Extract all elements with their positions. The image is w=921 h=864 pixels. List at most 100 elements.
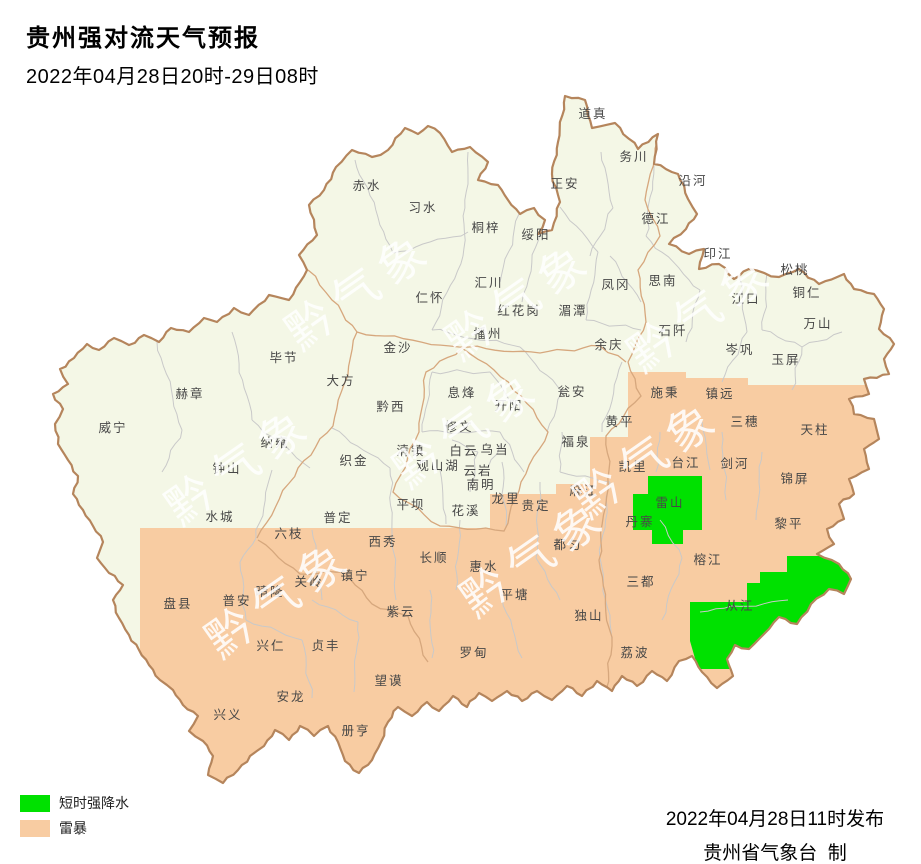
county-label: 乌当	[480, 442, 509, 457]
county-label: 从江	[725, 599, 754, 613]
county-border-line	[585, 319, 642, 331]
prefecture-borders	[256, 139, 661, 691]
publish-info: 2022年04月28日11时发布 贵州省气象台 制	[645, 804, 905, 864]
county-label: 天柱	[800, 422, 829, 437]
county-border-line	[535, 557, 561, 601]
county-label: 赤水	[352, 179, 381, 193]
prefecture-border-line	[307, 269, 358, 333]
county-border-line	[501, 597, 523, 659]
province-border	[51, 94, 896, 785]
county-label: 关岭	[294, 575, 323, 589]
header: 贵州强对流天气预报 2022年04月28日20时-29日08时	[26, 18, 319, 89]
forecast-period: 2022年04月28日20时-29日08时	[26, 66, 319, 88]
county-label: 万山	[803, 317, 832, 331]
county-label: 岑巩	[725, 343, 754, 357]
county-label: 黔西	[376, 399, 405, 414]
county-border-line	[600, 151, 614, 209]
producer: 贵州省气象台 制	[703, 843, 847, 864]
county-border-line	[156, 341, 183, 431]
county-label: 安龙	[276, 689, 305, 704]
legend-item-rain: 短时强降水	[20, 794, 129, 812]
county-label: 思南	[648, 273, 677, 288]
county-border-line	[499, 431, 525, 473]
county-label: 册亨	[341, 723, 370, 738]
county-label: 纳雍	[260, 435, 289, 450]
county-border-line	[699, 599, 789, 613]
county-border-line	[353, 621, 360, 693]
county-label: 桐梓	[471, 220, 500, 235]
county-border-line	[721, 331, 748, 383]
legend-swatch-rain	[20, 794, 50, 812]
county-label: 汇川	[474, 276, 503, 290]
county-label: 普安	[222, 593, 251, 608]
county-label: 福泉	[561, 434, 590, 449]
county-label: 都匀	[553, 538, 582, 552]
county-border-line	[431, 369, 491, 375]
legend-label-rain: 短时强降水	[59, 795, 129, 811]
county-label: 锦屏	[780, 472, 809, 486]
county-label: 紫云	[386, 605, 415, 619]
county-label: 仁怀	[415, 291, 444, 305]
county-label: 习水	[408, 201, 437, 215]
county-border-line	[685, 289, 701, 343]
county-border-line	[251, 419, 311, 469]
county-border-line	[331, 427, 391, 469]
county-label: 云岩	[463, 463, 492, 478]
county-border-line	[429, 589, 435, 659]
county-border-line	[519, 346, 563, 393]
county-label: 施秉	[650, 386, 679, 400]
county-label: 独山	[574, 609, 603, 623]
county-border-line	[389, 467, 394, 521]
county-border-line	[585, 251, 599, 321]
county-label: 长顺	[419, 551, 448, 565]
county-label: 沿河	[678, 174, 707, 188]
page-title: 贵州强对流天气预报	[26, 25, 260, 52]
county-border-line	[311, 529, 323, 601]
county-label: 荔波	[620, 646, 649, 660]
county-label: 凯里	[618, 460, 647, 474]
county-label: 黄平	[605, 415, 634, 429]
rain-region-leishan	[633, 476, 702, 544]
county-border-line	[239, 537, 257, 563]
county-label: 威宁	[98, 420, 127, 435]
county-border-line	[421, 371, 433, 432]
county-border-line	[559, 206, 599, 253]
county-border-line	[535, 482, 542, 559]
county-label: 丹寨	[625, 514, 654, 529]
county-border-line	[601, 361, 623, 433]
county-border-line	[392, 231, 469, 254]
county-label: 正安	[550, 176, 579, 191]
county-border-line	[301, 639, 313, 699]
prefecture-border-line	[256, 331, 358, 539]
county-label: 剑河	[720, 456, 749, 471]
prefecture-border-line	[356, 331, 627, 363]
county-label: 榕江	[693, 552, 722, 567]
county-border-line	[521, 231, 541, 303]
county-label: 三都	[626, 575, 655, 589]
county-label: 大方	[326, 373, 355, 388]
county-border-line	[755, 451, 763, 521]
county-label: 兴义	[213, 708, 242, 722]
county-label: 赫章	[175, 386, 204, 401]
county-label: 德江	[641, 211, 670, 226]
county-label: 镇远	[705, 387, 734, 401]
county-label: 望谟	[374, 673, 403, 688]
county-label: 南明	[466, 477, 495, 492]
county-label: 贞丰	[311, 639, 340, 653]
county-label: 黎平	[774, 517, 803, 531]
county-label: 钟山	[212, 461, 241, 476]
legend: 短时强降水 雷暴	[20, 794, 129, 844]
county-border-line	[451, 439, 479, 453]
county-label: 盘县	[163, 596, 192, 611]
county-label: 花溪	[451, 503, 480, 518]
county-border-line	[255, 469, 273, 539]
prefecture-border-line	[627, 139, 661, 363]
county-border-line	[655, 431, 661, 473]
legend-item-thunderstorm: 雷暴	[20, 819, 129, 837]
county-label: 台江	[671, 455, 700, 470]
county-label: 兴仁	[256, 639, 285, 653]
county-label: 龙里	[491, 492, 520, 506]
county-border-line	[231, 331, 253, 421]
